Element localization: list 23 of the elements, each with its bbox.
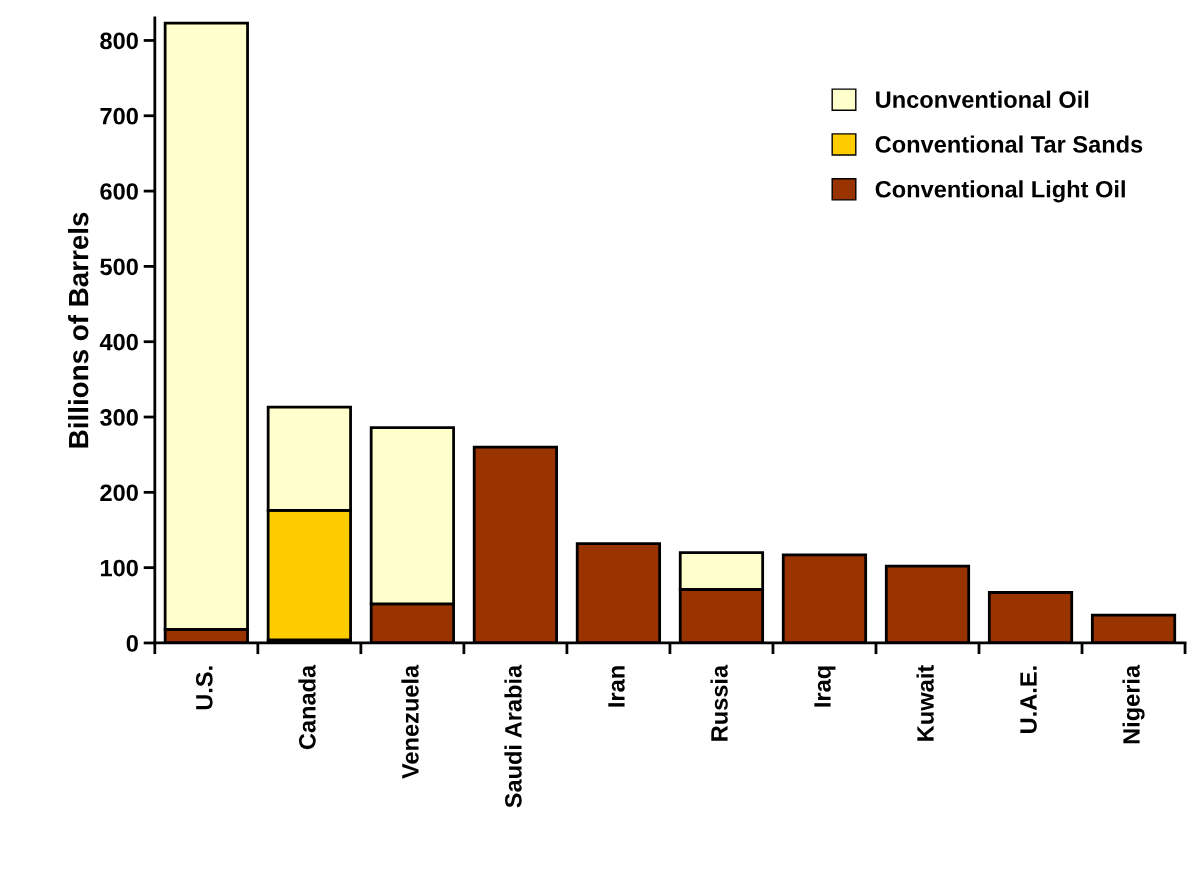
y-tick-label: 800 (100, 32, 138, 50)
x-tick-label: Canada (298, 664, 316, 750)
y-tick-label: 100 (100, 559, 138, 577)
x-tick-label: U.A.E. (1020, 666, 1037, 733)
x-tick-label: Kuwait (916, 665, 934, 741)
x-tick-label: Iran (608, 666, 625, 707)
x-tick-label: Nigeria (1122, 664, 1145, 744)
y-tick-label: 300 (100, 409, 138, 426)
x-tick-label: Iraq (814, 666, 836, 707)
y-tick-label: 0 (126, 635, 138, 652)
y-axis-title: Billions of Barrels (68, 212, 89, 448)
legend-label: Conventional Light Oil (875, 180, 1125, 203)
x-tick-label: Russia (710, 664, 728, 741)
y-tick-label: 400 (99, 333, 138, 351)
x-tick-label: Venezuela (401, 664, 419, 779)
legend-label: Unconventional Oil (876, 90, 1089, 108)
legend-label: Conventional Tar Sands (875, 135, 1143, 153)
x-tick-label: Saudi Arabia (504, 664, 522, 808)
y-tick-label: 500 (100, 258, 138, 276)
x-tick-label: U.S. (195, 666, 213, 710)
y-tick-label: 600 (100, 183, 138, 200)
y-tick-label: 200 (100, 484, 138, 502)
y-tick-label: 700 (100, 107, 138, 125)
